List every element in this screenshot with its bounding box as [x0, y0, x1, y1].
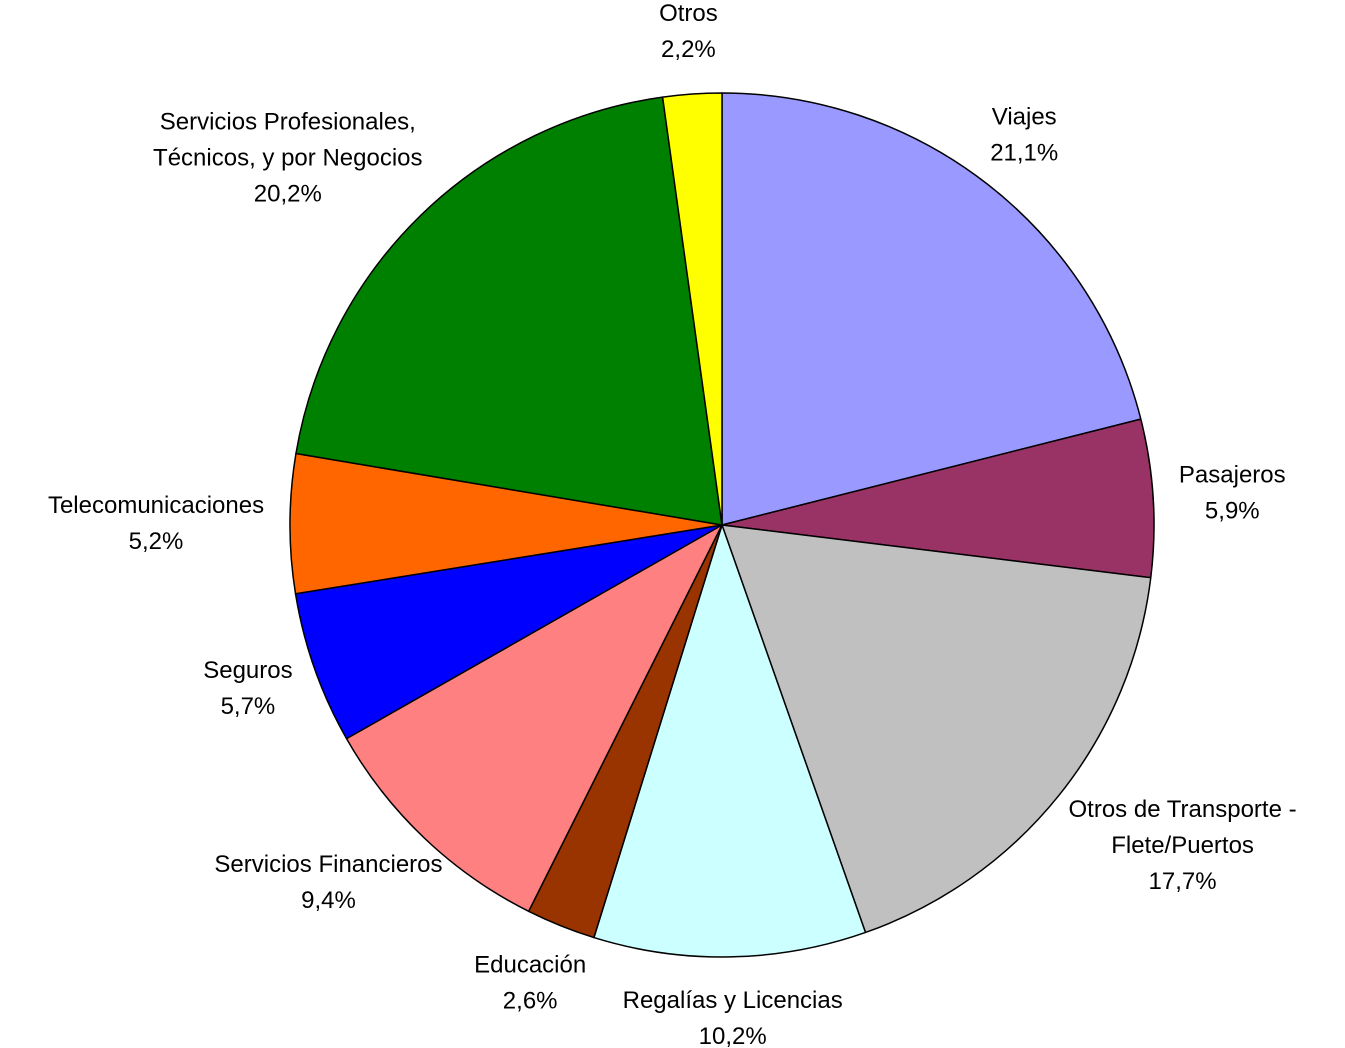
slice-label: Viajes 21,1% — [990, 99, 1058, 171]
value-label: 5,9% — [1204, 498, 1260, 526]
value-label: 20,2% — [253, 179, 322, 207]
value-label: 2,2% — [661, 36, 716, 64]
category-label: Telecomunicaciones — [47, 491, 265, 519]
category-label: Viajes — [991, 103, 1057, 131]
category-label: Servicios Profesionales, Técnicos, y por… — [153, 107, 423, 171]
pie-slice — [593, 524, 867, 958]
pie-slice — [661, 92, 723, 526]
category-label: Educación — [474, 951, 587, 979]
category-label: Pasajeros — [1178, 462, 1286, 490]
slice-label: Telecomunicaciones 5,2% — [48, 487, 264, 559]
slice-label: Pasajeros 5,9% — [1179, 458, 1286, 530]
category-label: Otros de Transporte - Flete/Puertos — [1068, 795, 1297, 859]
pie-slice — [289, 452, 723, 595]
pie-slice — [294, 524, 723, 740]
slice-label: Seguros 5,7% — [203, 653, 292, 725]
category-label: Servicios Financieros — [214, 851, 443, 879]
value-label: 21,1% — [990, 139, 1059, 167]
slice-label: Otros de Transporte - Flete/Puertos 17,7% — [1049, 792, 1315, 900]
pie-slice — [721, 92, 1142, 526]
value-label: 10,2% — [698, 1022, 767, 1048]
value-label: 9,4% — [301, 887, 356, 915]
pie-slice — [345, 524, 723, 913]
category-label: Otros — [659, 0, 718, 28]
value-label: 17,7% — [1148, 867, 1217, 895]
slice-label: Otros 2,2% — [659, 0, 718, 68]
category-label: Seguros — [203, 657, 293, 685]
slice-label: Educación 2,6% — [474, 947, 586, 1019]
pie-slice — [295, 96, 723, 526]
slice-label: Regalías y Licencias 10,2% — [623, 983, 843, 1048]
slice-label: Servicios Profesionales, Técnicos, y por… — [123, 104, 453, 212]
value-label: 5,2% — [128, 527, 184, 555]
value-label: 2,6% — [502, 987, 558, 1015]
value-label: 5,7% — [220, 693, 276, 721]
pie-slice — [721, 524, 1152, 934]
category-label: Regalías y Licencias — [622, 986, 843, 1014]
slice-label: Servicios Financieros 9,4% — [214, 847, 442, 919]
